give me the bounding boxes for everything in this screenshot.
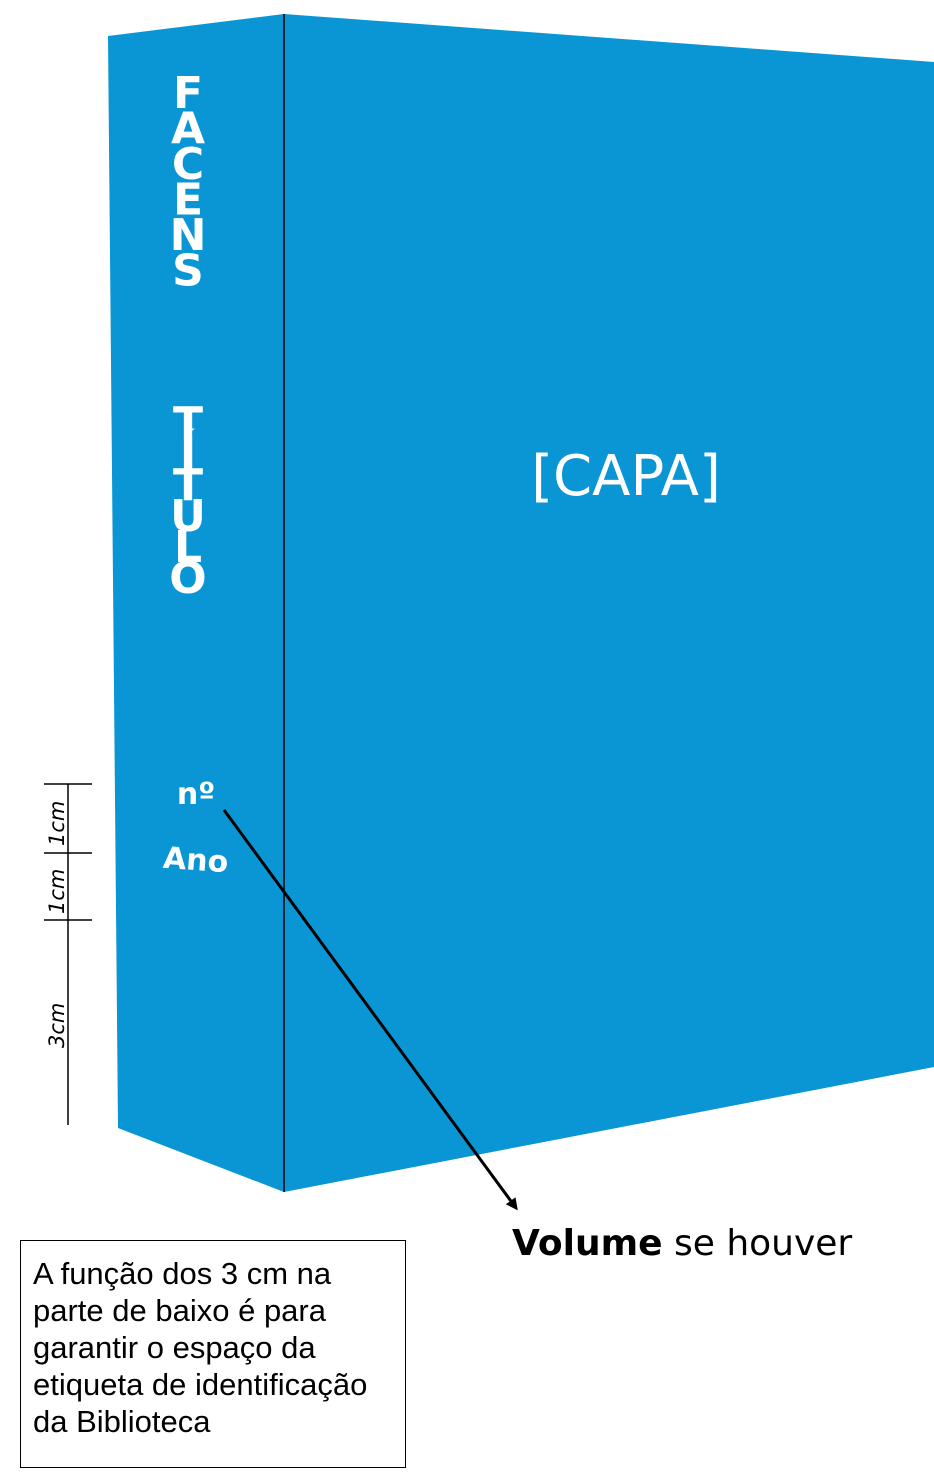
dimension-label-2: 1cm [45, 869, 69, 914]
spine-letter: O [169, 553, 206, 604]
spine-letter: N [170, 210, 207, 261]
book-spine [108, 14, 284, 1192]
spine-letter: U [170, 491, 206, 542]
dimension-label-1: 1cm [45, 801, 69, 846]
note-text: A função dos 3 cm na parte de baixo é pa… [33, 1256, 368, 1439]
note-box: A função dos 3 cm na parte de baixo é pa… [20, 1240, 406, 1468]
dimension-ruler [44, 783, 92, 1125]
cover-label: [CAPA] [531, 444, 721, 509]
spine-letter: T [173, 460, 203, 511]
spine-letter: A [171, 104, 205, 155]
spine-letter: F [173, 68, 203, 119]
volume-callout: Volume se houver [512, 1223, 852, 1264]
callout-arrow [222, 809, 518, 1211]
spine-year-label: Ano [162, 841, 229, 880]
dimension-label-3: 3cm [45, 1003, 69, 1048]
spine-letter: E [173, 175, 203, 226]
spine-letter: T [173, 398, 203, 449]
book-cover [284, 14, 934, 1192]
volume-callout-bold: Volume [512, 1223, 663, 1264]
spine-letter: Í [180, 427, 196, 480]
spine-letter: S [172, 246, 204, 297]
spine-letter: L [174, 522, 202, 573]
spine-letter: C [172, 139, 204, 190]
volume-callout-rest: se houver [663, 1223, 853, 1264]
spine-number-label: nº [177, 777, 215, 812]
